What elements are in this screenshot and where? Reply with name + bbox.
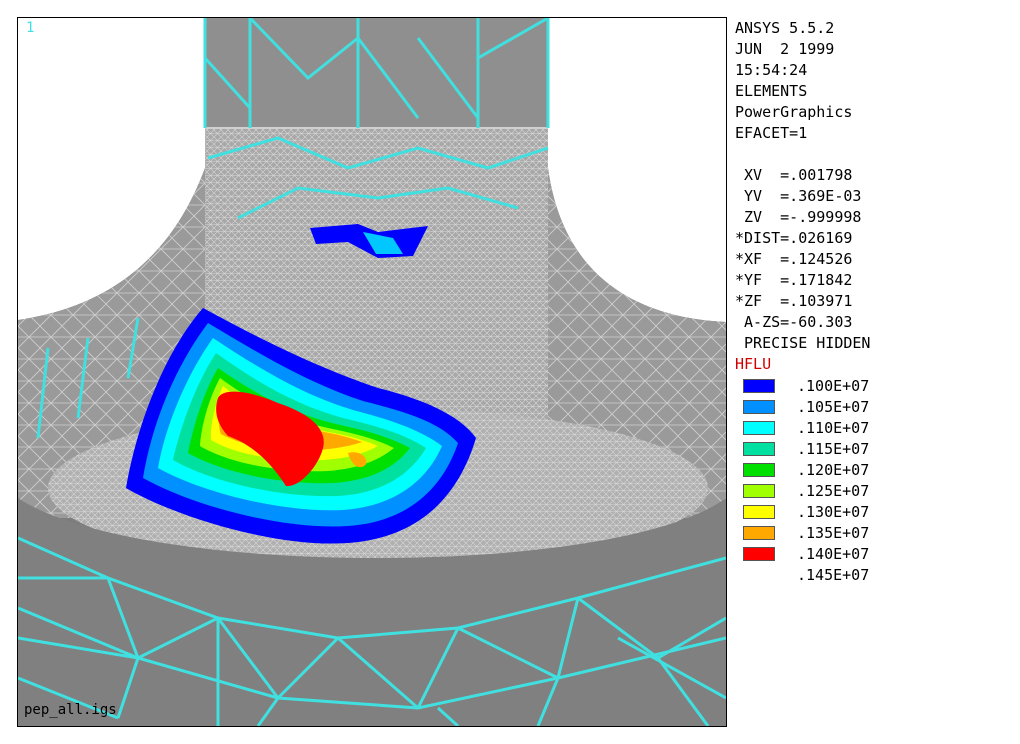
legend-label: .100E+07 [797,376,870,395]
view-zf: *ZF =.103971 [735,292,853,310]
legend-label: .120E+07 [797,460,870,479]
software-version: ANSYS 5.5.2 [735,19,835,37]
legend-row: .100E+07 [735,375,1015,396]
mesh-render [18,18,726,726]
view-azs: A-ZS=-60.303 [735,313,853,331]
view-yf: *YF =.171842 [735,271,853,289]
legend-label: .110E+07 [797,418,870,437]
legend-label: .140E+07 [797,544,870,563]
pipe-upper [205,18,548,128]
legend-label: .135E+07 [797,523,870,542]
hidden-mode: PRECISE HIDDEN [735,334,871,352]
legend-row: .120E+07 [735,459,1015,480]
spacer [735,144,1015,165]
legend-row: .105E+07 [735,396,1015,417]
graphics-mode: PowerGraphics [735,103,853,121]
legend-swatch [743,504,775,519]
graphics-viewport[interactable]: 1 pep_all.igs [17,17,727,727]
view-xv: XV =.001798 [735,166,853,184]
date: JUN 2 1999 [735,40,835,58]
legend-swatch [743,462,775,477]
legend-row: .130E+07 [735,501,1015,522]
legend-label: .145E+07 [797,565,870,584]
view-xf: *XF =.124526 [735,250,853,268]
legend-swatch [743,420,775,435]
legend-label: .125E+07 [797,481,870,500]
legend-swatch [743,525,775,540]
legend-row: .140E+07 [735,543,1015,564]
legend-swatch [743,441,775,456]
legend-row: .125E+07 [735,480,1015,501]
legend-swatch [743,399,775,414]
legend-swatch [743,546,775,561]
window-number: 1 [26,20,35,36]
efacet-setting: EFACET=1 [735,124,808,142]
time: 15:54:24 [735,61,808,79]
mesh-edges [18,18,726,726]
legend-row: .110E+07 [735,417,1015,438]
legend-swatch [743,378,775,393]
background-left [18,18,205,320]
legend-label: .115E+07 [797,439,870,458]
view-zv: ZV =-.999998 [735,208,862,226]
contour-band [126,308,476,544]
legend-label: .105E+07 [797,397,870,416]
info-panel: ANSYS 5.5.2 JUN 2 1999 15:54:24 ELEMENTS… [735,18,1015,585]
legend-label: .130E+07 [797,502,870,521]
display-mode: ELEMENTS [735,82,808,100]
file-name-label: pep_all.igs [24,702,117,718]
legend-row: .135E+07 [735,522,1015,543]
view-dist: *DIST=.026169 [735,229,853,247]
legend-swatch [743,483,775,498]
legend-row: .145E+07 [735,564,1015,585]
legend-row: .115E+07 [735,438,1015,459]
background-right [548,18,726,322]
contour-legend: .100E+07 .105E+07 .110E+07 .115E+07 .120E+07… [735,375,1015,585]
view-yv: YV =.369E-03 [735,187,862,205]
result-quantity: HFLU [735,355,772,373]
plate-surface [18,498,726,726]
